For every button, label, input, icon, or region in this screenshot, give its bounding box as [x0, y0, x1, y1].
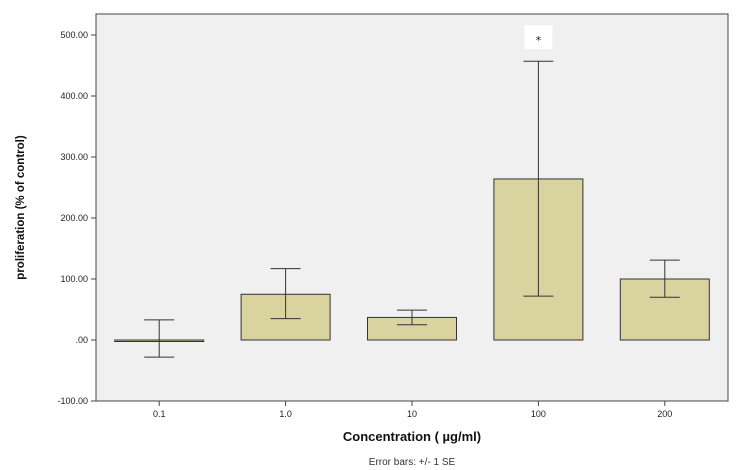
- y-tick-label: .00: [75, 335, 88, 345]
- plot-area: [95, 13, 729, 402]
- y-tick-label: -100.00: [57, 396, 88, 406]
- error-bar-0.1: [144, 319, 175, 358]
- y-tick-label: 100.00: [60, 274, 88, 284]
- x-tick-label: 200: [657, 409, 672, 419]
- x-tick-label: 0.1: [153, 409, 166, 419]
- x-tick-label: 100: [531, 409, 546, 419]
- y-tick-label: 300.00: [60, 152, 88, 162]
- error-bars-footnote: Error bars: +/- 1 SE: [369, 457, 456, 468]
- bars-group: [114, 178, 710, 342]
- y-tick-label: 400.00: [60, 91, 88, 101]
- y-tick-label: 500.00: [60, 30, 88, 40]
- error-bars-group: [144, 60, 680, 358]
- x-axis-title: Concentration ( µg/ml): [343, 429, 481, 444]
- significance-marker: *: [535, 34, 542, 47]
- significance-marker-bg: [524, 25, 553, 49]
- error-bar-200: [649, 259, 680, 298]
- error-bar-1.0: [270, 268, 301, 320]
- y-axis-title: proliferation (% of control): [15, 135, 27, 280]
- x-axis: 0.1 1.0 10 100 200: [153, 401, 672, 419]
- x-tick-label: 1.0: [279, 409, 292, 419]
- error-bar-10: [397, 309, 427, 326]
- x-tick-label: 10: [407, 409, 417, 419]
- y-tick-label: 200.00: [60, 213, 88, 223]
- error-bar-100: [523, 60, 554, 297]
- y-axis: -100.00 .00 100.00 200.00 300.00 400.00 500.00: [57, 30, 96, 406]
- annotations-group: *: [524, 25, 553, 49]
